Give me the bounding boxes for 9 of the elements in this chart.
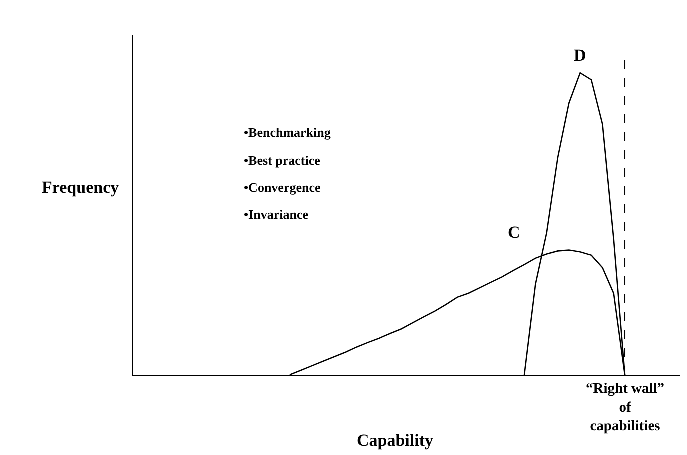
- text: Frequency: [42, 178, 120, 197]
- x-axis-title: Capability: [357, 431, 434, 450]
- annotation: •Invariance: [244, 207, 309, 222]
- series-label: D: [574, 46, 586, 65]
- annotation: •Benchmarking: [244, 125, 332, 140]
- annotation: •Best practice: [244, 153, 321, 168]
- text: “Right wall” of capabilities: [586, 381, 665, 435]
- series-label: C: [508, 223, 520, 242]
- annotation: •Convergence: [244, 180, 321, 195]
